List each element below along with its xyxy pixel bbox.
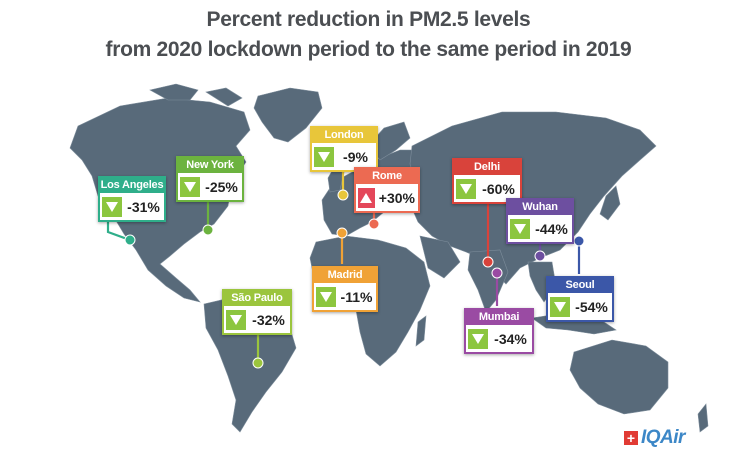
city-card: Wuhan -44% xyxy=(506,198,574,244)
arrow-up-icon xyxy=(358,187,375,208)
city-percent: -54% xyxy=(575,298,608,315)
city-value-row: -31% xyxy=(100,193,164,220)
city-percent: -31% xyxy=(127,198,160,215)
city-card: London -9% xyxy=(310,126,378,172)
city-pin xyxy=(252,357,264,369)
city-percent: -60% xyxy=(482,180,515,197)
city-name: Delhi xyxy=(454,160,520,175)
city-card: Seoul -54% xyxy=(546,276,614,322)
city-pin xyxy=(124,234,136,246)
city-value-row: -44% xyxy=(508,215,572,242)
swiss-cross-icon: + xyxy=(624,431,638,445)
title-line-1: Percent reduction in PM2.5 levels xyxy=(206,8,531,31)
city-value-row: -9% xyxy=(312,143,376,170)
city-value-row: +30% xyxy=(356,184,418,211)
city-name: São Paulo xyxy=(224,291,290,306)
city-card: Madrid -11% xyxy=(312,266,378,312)
arrow-down-icon xyxy=(550,296,570,317)
arrow-down-icon xyxy=(314,146,334,167)
city-name: Los Angeles xyxy=(100,178,164,193)
city-value-row: -34% xyxy=(466,325,532,352)
city-card: New York -25% xyxy=(176,156,244,202)
arrow-down-icon xyxy=(102,196,122,217)
city-card: Rome +30% xyxy=(354,167,420,213)
city-pin xyxy=(534,250,546,262)
city-card: São Paulo -32% xyxy=(222,289,292,335)
city-percent: -44% xyxy=(535,220,568,237)
city-percent: -9% xyxy=(343,148,368,165)
city-percent: +30% xyxy=(378,189,415,206)
city-value-row: -32% xyxy=(224,306,290,333)
city-name: Seoul xyxy=(548,278,612,293)
city-pin xyxy=(368,218,380,230)
title-line-2: from 2020 lockdown period to the same pe… xyxy=(105,38,632,61)
city-card: Mumbai -34% xyxy=(464,308,534,354)
logo-text: IQAir xyxy=(641,427,685,448)
city-pin xyxy=(336,227,348,239)
city-card: Los Angeles -31% xyxy=(98,176,166,222)
city-name: London xyxy=(312,128,376,143)
arrow-down-icon xyxy=(316,286,336,307)
connector-line xyxy=(106,218,131,242)
city-value-row: -11% xyxy=(314,283,376,310)
arrow-down-icon xyxy=(468,328,488,349)
city-name: Wuhan xyxy=(508,200,572,215)
city-name: Madrid xyxy=(314,268,376,283)
city-percent: -32% xyxy=(252,311,285,328)
city-percent: -34% xyxy=(494,330,527,347)
city-pin xyxy=(482,256,494,268)
city-pin xyxy=(202,224,214,236)
city-percent: -25% xyxy=(205,178,238,195)
city-value-row: -25% xyxy=(178,173,242,200)
city-value-row: -60% xyxy=(454,175,520,202)
iqair-logo: + IQAir xyxy=(624,427,685,449)
city-percent: -11% xyxy=(340,288,373,305)
arrow-down-icon xyxy=(180,176,200,197)
city-card: Delhi -60% xyxy=(452,158,522,204)
city-value-row: -54% xyxy=(548,293,612,320)
city-name: Mumbai xyxy=(466,310,532,325)
city-name: Rome xyxy=(356,169,418,184)
city-pin xyxy=(491,267,503,279)
arrow-down-icon xyxy=(510,218,530,239)
city-pin xyxy=(337,189,349,201)
arrow-down-icon xyxy=(226,309,246,330)
city-name: New York xyxy=(178,158,242,173)
arrow-down-icon xyxy=(456,178,476,199)
city-pin xyxy=(573,235,585,247)
